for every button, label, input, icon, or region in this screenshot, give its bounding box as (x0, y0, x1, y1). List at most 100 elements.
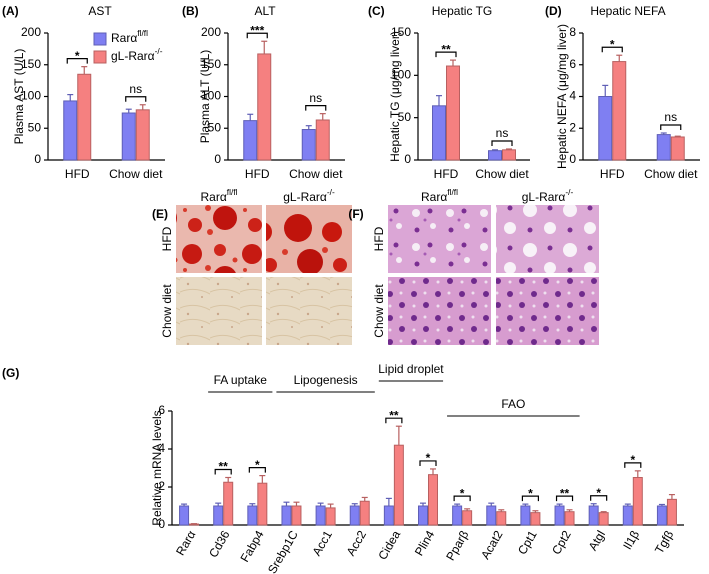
error-bar (658, 503, 665, 506)
bar (179, 505, 190, 526)
group-label: Lipid droplet (378, 362, 444, 376)
bar (121, 112, 136, 161)
error-bar (498, 509, 505, 512)
error-bar (293, 501, 300, 506)
error-bar (624, 503, 631, 506)
bar (598, 512, 609, 526)
bar (622, 505, 633, 526)
error-bar (616, 54, 623, 62)
y-tick-label: 150 (21, 57, 41, 71)
error-bar (317, 502, 324, 506)
error-bar (556, 503, 563, 506)
y-tick-label: 100 (201, 89, 221, 103)
error-bar (506, 148, 512, 150)
row-label: HFD (372, 226, 386, 251)
y-tick-label: 2 (569, 120, 576, 134)
x-tick-label: Plin4 (412, 528, 438, 558)
significance-bracket (385, 417, 403, 424)
label-superscript: fl/fl (447, 187, 458, 197)
bar (135, 109, 150, 161)
label-base: Rarα (201, 190, 227, 204)
bar (462, 510, 473, 526)
significance-bracket (590, 495, 608, 501)
significance-label: *** (250, 23, 264, 37)
bar (612, 61, 627, 161)
bar (393, 444, 404, 526)
y-axis-label: Hepatic TG (μg/mg liver) (388, 31, 402, 162)
label-with-superscript: Rarαfl/fl (111, 28, 148, 45)
significance-label: * (255, 458, 260, 472)
y-tick-label: 150 (201, 57, 221, 71)
bar (496, 511, 507, 526)
bar (77, 73, 92, 161)
bar (349, 505, 360, 526)
bar (301, 129, 316, 161)
group-label: FAO (501, 397, 525, 411)
significance-label: * (596, 486, 601, 500)
histology-image (388, 205, 491, 273)
y-tick-label: 6 (569, 57, 576, 71)
bar (554, 505, 565, 526)
error-bar (247, 113, 254, 121)
significance-label: ns (309, 91, 322, 105)
legend-swatch (93, 50, 107, 64)
y-tick-label: 0 (158, 517, 165, 531)
bar (632, 477, 643, 526)
significance-label: ns (129, 82, 142, 96)
bar (213, 505, 224, 526)
label-superscript: -/- (565, 187, 573, 197)
row-label: HFD (160, 226, 174, 251)
significance-bracket (125, 96, 147, 102)
histology-image (496, 205, 599, 273)
significance-bracket (66, 58, 88, 64)
x-tick-label: Chow diet (109, 167, 163, 181)
bar (432, 105, 446, 161)
error-bar (590, 503, 597, 506)
significance-bracket (601, 46, 623, 53)
y-tick-label: 50 (28, 120, 42, 134)
bar (325, 507, 336, 526)
label-superscript: -/- (327, 187, 335, 197)
histology-image (496, 277, 599, 345)
error-bar (181, 503, 188, 506)
label-superscript: fl/fl (137, 28, 148, 38)
bar (666, 498, 677, 526)
significance-label: ns (496, 126, 509, 140)
x-tick-label: Cd36 (206, 528, 233, 560)
x-tick-label: Chow diet (289, 167, 343, 181)
panel-label: (E) (152, 207, 168, 221)
x-tick-label: Srebp1C (265, 528, 301, 574)
label-base: gL-Rarα (111, 49, 155, 63)
panel-label: (A) (2, 4, 19, 18)
chart-title: Hepatic NEFA (590, 4, 665, 18)
error-bar (395, 425, 402, 446)
error-bar (602, 84, 609, 97)
error-bar (464, 508, 471, 511)
bar (315, 505, 326, 526)
panel-label: (G) (2, 366, 19, 380)
y-tick-label: 150 (391, 25, 411, 39)
bar (564, 511, 575, 526)
panel-label: (D) (545, 4, 562, 18)
x-tick-label: HFD (434, 167, 459, 181)
label-superscript: -/- (155, 46, 163, 56)
y-axis-label: Plasma AST (U/L) (12, 49, 26, 145)
error-bar (261, 40, 268, 54)
x-tick-label: HFD (65, 167, 90, 181)
error-bar (259, 475, 266, 484)
error-bar (450, 59, 456, 67)
error-bar (125, 108, 132, 114)
significance-bracket (453, 495, 471, 502)
y-axis-label: Plasma ALT (U/L) (198, 50, 212, 144)
error-bar (668, 494, 675, 500)
significance-label: ** (389, 408, 399, 422)
error-bar (67, 93, 74, 101)
label-with-superscript: Rarαfl/fl (421, 187, 458, 204)
x-tick-label: Acc2 (344, 528, 370, 558)
y-tick-label: 2 (158, 479, 165, 493)
panel-label: (F) (348, 207, 363, 221)
bar (530, 512, 541, 526)
label-base: gL-Rarα (283, 190, 327, 204)
bar (486, 505, 497, 526)
significance-bracket (419, 460, 437, 466)
